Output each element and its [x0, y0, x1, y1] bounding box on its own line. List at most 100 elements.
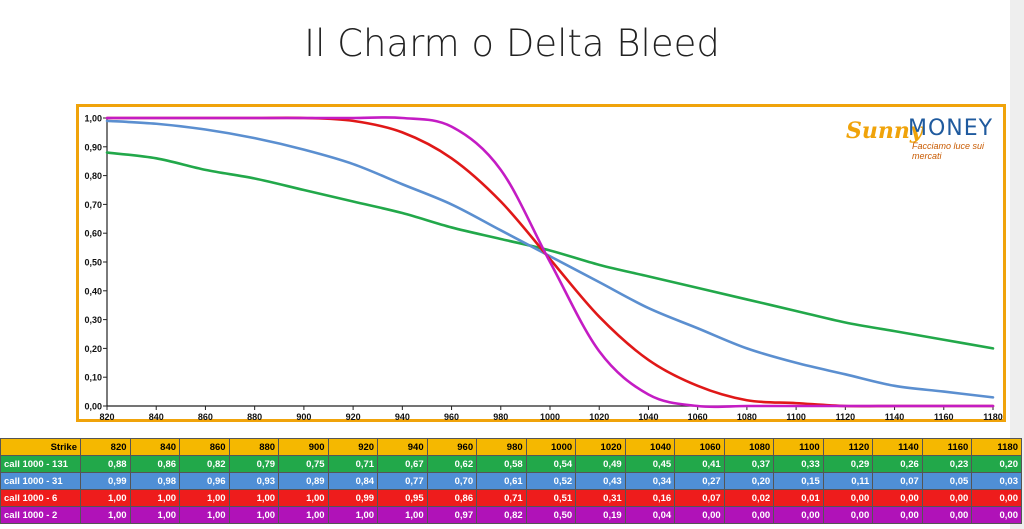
x-tick-label: 1180 — [983, 412, 1003, 422]
table-cell: 0,58 — [476, 455, 527, 473]
table-cell: 0,29 — [822, 455, 874, 473]
table-cell: 0,19 — [575, 506, 626, 524]
y-tick-label: 0,60 — [84, 229, 102, 239]
row-label: call 1000 - 6 — [0, 489, 81, 507]
table-cell: 0,82 — [179, 455, 230, 473]
header-cell: 960 — [426, 438, 478, 456]
x-tick-label: 1160 — [934, 412, 954, 422]
table-cell: 0,52 — [525, 472, 577, 490]
table-cell: 0,41 — [674, 455, 725, 473]
series-line-1 — [105, 119, 995, 399]
table-cell: 0,16 — [624, 489, 676, 507]
table-cell: 0,97 — [426, 506, 478, 524]
table-cell: 0,00 — [674, 506, 725, 524]
table-cell: 1,00 — [228, 506, 280, 524]
table-cell: 0,37 — [723, 455, 775, 473]
header-cell: 1160 — [921, 438, 973, 456]
table-cell: 1,00 — [278, 506, 329, 524]
table-cell: 0,54 — [525, 455, 577, 473]
header-cell: 1140 — [872, 438, 923, 456]
y-tick-label: 0,80 — [84, 171, 102, 181]
y-tick-label: 0,90 — [84, 142, 102, 152]
header-cell: 860 — [179, 438, 230, 456]
x-tick-label: 820 — [99, 412, 114, 422]
table-cell: 1,00 — [228, 489, 280, 507]
table-cell: 0,00 — [822, 489, 874, 507]
x-tick-label: 1020 — [589, 412, 609, 422]
table-cell: 0,75 — [278, 455, 329, 473]
table-cell: 1,00 — [327, 506, 379, 524]
row-label: call 1000 - 31 — [0, 472, 81, 490]
table-cell: 0,43 — [575, 472, 626, 490]
table-cell: 0,99 — [80, 472, 131, 490]
table-cell: 0,77 — [377, 472, 428, 490]
table-cell: 0,67 — [377, 455, 428, 473]
table-cell: 0,33 — [773, 455, 824, 473]
table-cell: 0,84 — [327, 472, 379, 490]
header-cell: 940 — [377, 438, 428, 456]
table-cell: 1,00 — [179, 489, 230, 507]
table-cell: 1,00 — [129, 489, 181, 507]
y-tick-label: 0,40 — [84, 286, 102, 296]
series-line-0 — [105, 151, 995, 350]
table-cell: 0,00 — [971, 506, 1022, 524]
table-cell: 0,88 — [80, 455, 131, 473]
table-cell: 1,00 — [80, 506, 131, 524]
header-cell: 820 — [80, 438, 131, 456]
series-line-3 — [105, 116, 995, 409]
header-label: Strike — [0, 438, 81, 456]
table-cell: 0,00 — [921, 506, 973, 524]
logo-word-sunny: Sunny — [846, 118, 923, 144]
table-cell: 0,86 — [129, 455, 181, 473]
header-cell: 1040 — [624, 438, 676, 456]
table-cell: 0,03 — [971, 472, 1022, 490]
table-cell: 0,04 — [624, 506, 676, 524]
x-tick-label: 960 — [444, 412, 459, 422]
table-cell: 1,00 — [278, 489, 329, 507]
table-cell: 1,00 — [80, 489, 131, 507]
x-tick-label: 900 — [296, 412, 311, 422]
table-cell: 0,96 — [179, 472, 230, 490]
table-cell: 0,00 — [921, 489, 973, 507]
y-tick-label: 1,00 — [84, 114, 102, 124]
table-cell: 0,71 — [327, 455, 379, 473]
table-cell: 0,51 — [525, 489, 577, 507]
table-cell: 0,00 — [971, 489, 1022, 507]
header-cell: 1180 — [971, 438, 1022, 456]
table-cell: 0,20 — [723, 472, 775, 490]
window-edge — [1010, 0, 1024, 529]
table-cell: 0,26 — [872, 455, 923, 473]
y-tick-label: 0,10 — [84, 373, 102, 383]
table-cell: 0,50 — [525, 506, 577, 524]
x-tick-label: 1060 — [688, 412, 708, 422]
table-cell: 0,00 — [872, 506, 923, 524]
table-cell: 0,20 — [971, 455, 1022, 473]
x-tick-label: 1120 — [836, 412, 856, 422]
y-tick-label: 0,30 — [84, 315, 102, 325]
table-row: call 1000 - 31 0,99 0,98 0,96 0,93 0,89 0,84 0,… — [0, 472, 1022, 490]
table-cell: 0,61 — [476, 472, 527, 490]
table-cell: 0,02 — [723, 489, 775, 507]
row-label: call 1000 - 2 — [0, 506, 81, 524]
row-label: call 1000 - 131 — [0, 455, 81, 473]
table-cell: 0,95 — [377, 489, 428, 507]
table-cell: 0,49 — [575, 455, 626, 473]
table-cell: 0,98 — [129, 472, 181, 490]
table-cell: 1,00 — [179, 506, 230, 524]
table-cell: 0,15 — [773, 472, 824, 490]
x-tick-label: 1140 — [885, 412, 905, 422]
table-cell: 0,11 — [822, 472, 874, 490]
table-row: call 1000 - 6 1,00 1,00 1,00 1,00 1,00 0,99 0,9… — [0, 489, 1022, 507]
table-cell: 0,62 — [426, 455, 478, 473]
table-cell: 0,07 — [674, 489, 725, 507]
table-cell: 0,05 — [921, 472, 973, 490]
y-tick-label: 0,50 — [84, 258, 102, 268]
logo-tagline: Facciamo luce sui mercati — [912, 141, 985, 161]
x-tick-label: 920 — [346, 412, 361, 422]
table-cell: 0,00 — [822, 506, 874, 524]
header-cell: 1060 — [674, 438, 725, 456]
header-cell: 880 — [228, 438, 280, 456]
table-cell: 0,79 — [228, 455, 280, 473]
table-cell: 0,00 — [723, 506, 775, 524]
